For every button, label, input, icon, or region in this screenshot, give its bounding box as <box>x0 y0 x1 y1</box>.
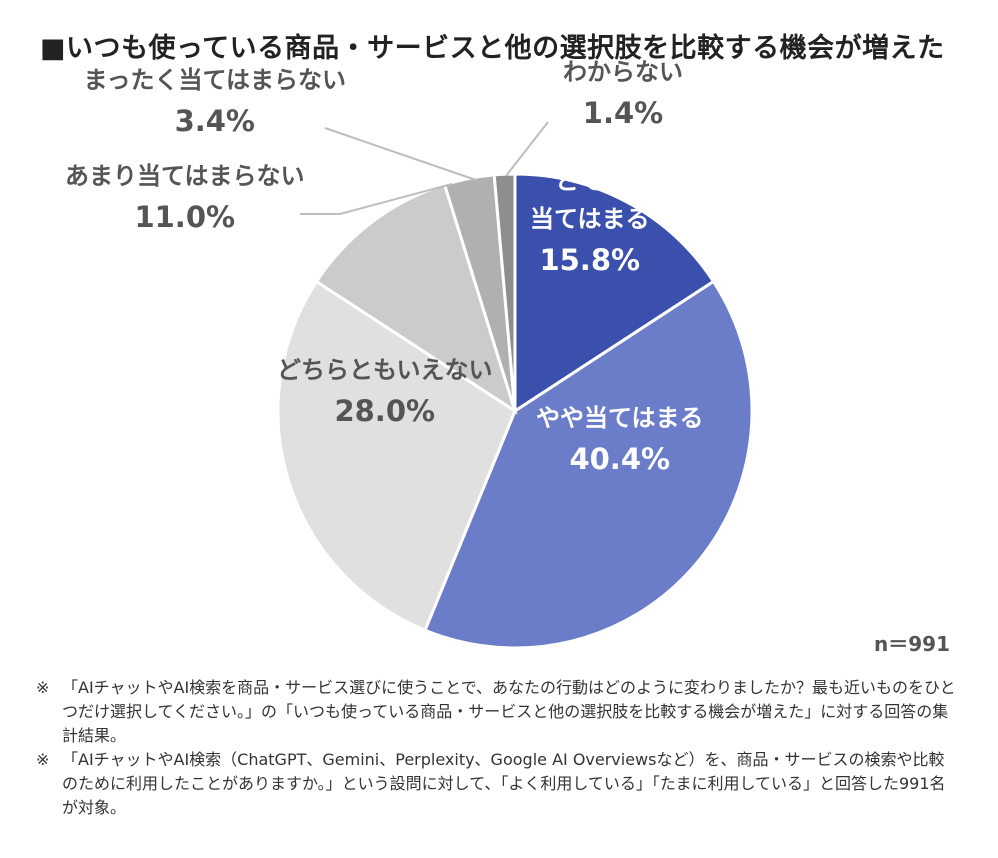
slice-label: まったく当てはまらない 3.4% <box>84 61 347 143</box>
slice-value-label: 11.0% <box>134 200 236 234</box>
footnote-text: 「AIチャットやAI検索を商品・サービス選びに使うことで、あなたの行動はどのよう… <box>62 678 956 745</box>
slice-category-label: まったく当てはまらない <box>83 66 347 94</box>
slice-category-label: とても <box>554 167 625 195</box>
pie-slice <box>513 172 716 414</box>
footnote: ※ 「AIチャットやAI検索（ChatGPT、Gemini、Perplexity… <box>36 748 956 820</box>
footnote: ※ 「AIチャットやAI検索を商品・サービス選びに使うことで、あなたの行動はどの… <box>36 676 956 748</box>
slice-label: やや当てはまる 40.4% <box>536 399 704 481</box>
pie-chart: とても当てはまる 15.8% やや当てはまる 40.4% どちらともいえない 28.0% あ… <box>65 53 754 650</box>
slice-category-label: やや当てはまる <box>536 404 704 432</box>
footnotes: ※ 「AIチャットやAI検索を商品・サービス選びに使うことで、あなたの行動はどの… <box>36 676 956 820</box>
pie-slice <box>423 279 754 650</box>
footnote-text: 「AIチャットやAI検索（ChatGPT、Gemini、Perplexity、G… <box>62 750 946 817</box>
leader-line <box>324 127 477 181</box>
slice-value-label: 15.8% <box>539 243 641 277</box>
slice-label: あまり当てはまらない 11.0% <box>65 157 305 239</box>
slice-category-label: わからない <box>563 58 683 86</box>
slice-category-label: 当てはまる <box>530 205 650 233</box>
pie-slice <box>276 279 517 633</box>
leader-line <box>300 183 453 215</box>
leader-line <box>505 121 549 177</box>
slice-value-label: 1.4% <box>582 96 664 130</box>
sample-size-label: n＝991 <box>874 632 950 656</box>
chart-title: ■いつも使っている商品・サービスと他の選択肢を比較する機会が増えた <box>40 33 945 64</box>
slice-category-label: どちらともいえない <box>277 356 493 384</box>
footnote-mark: ※ <box>36 678 50 697</box>
pie-slice <box>492 172 517 412</box>
slice-value-label: 28.0% <box>334 394 436 428</box>
slice-label: とても当てはまる 15.8% <box>530 162 650 282</box>
slice-value-label: 40.4% <box>569 442 671 476</box>
slice-label: わからない 1.4% <box>563 53 683 135</box>
footnote-mark: ※ <box>36 750 50 769</box>
slice-category-label: あまり当てはまらない <box>65 162 305 190</box>
slice-value-label: 3.4% <box>174 104 255 138</box>
slice-label: どちらともいえない 28.0% <box>277 351 493 433</box>
pie-svg <box>276 121 754 650</box>
